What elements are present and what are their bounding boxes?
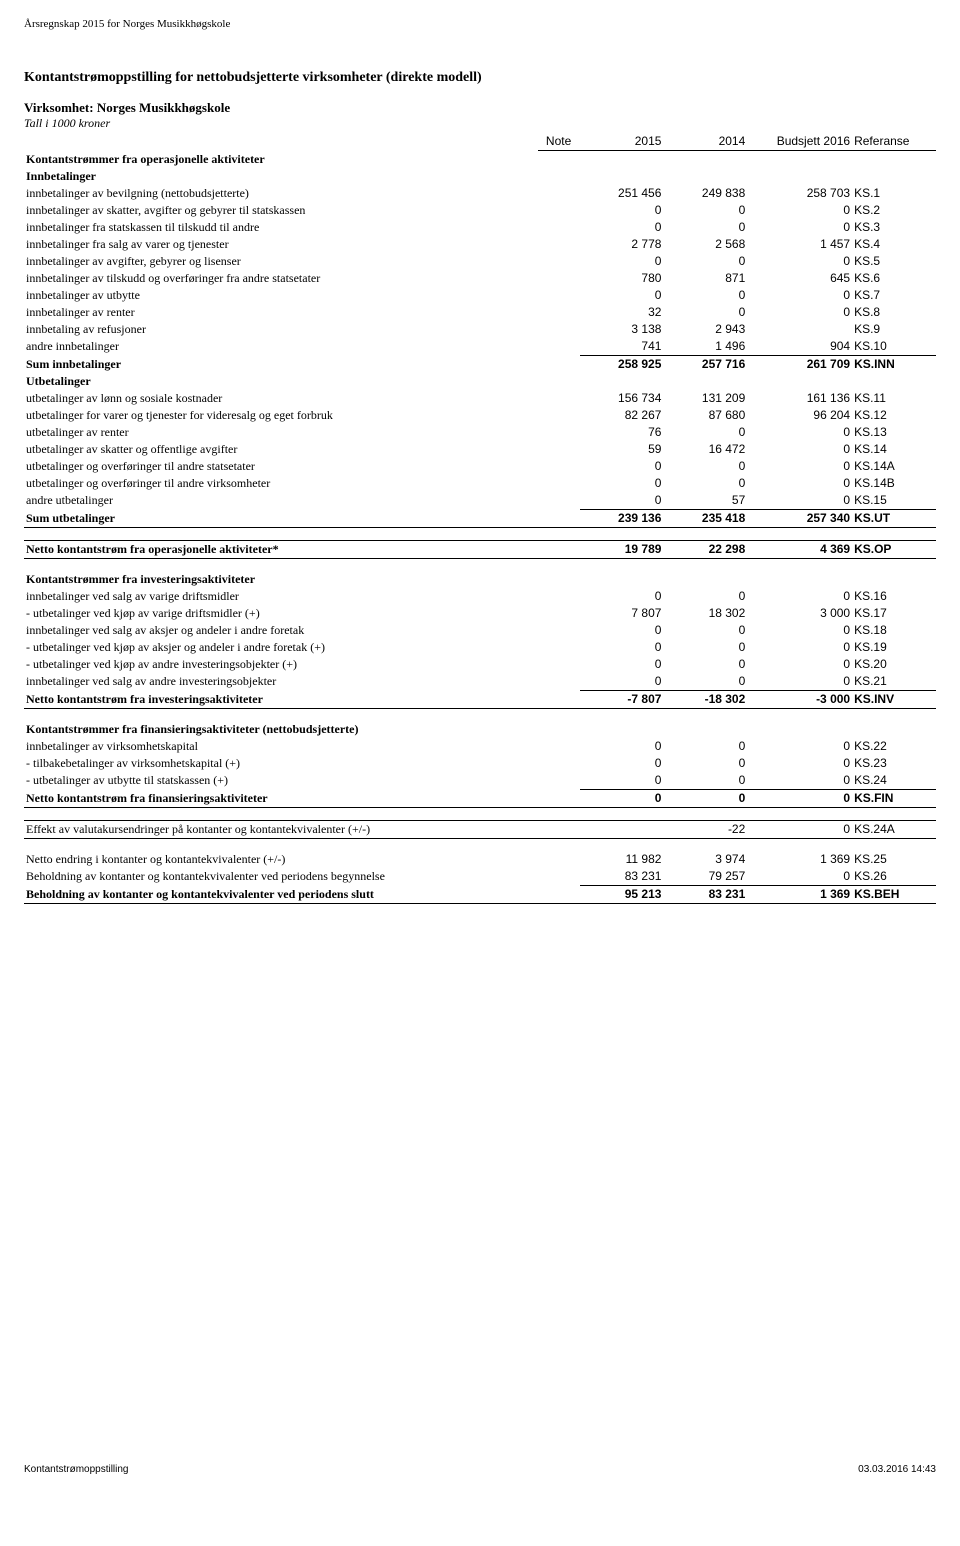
- table-row: innbetalinger fra statskassen til tilsku…: [24, 219, 936, 236]
- table-row: - utbetalinger ved kjøp av aksjer og and…: [24, 639, 936, 656]
- table-row: utbetalinger og overføringer til andre s…: [24, 458, 936, 475]
- table-row: utbetalinger av lønn og sosiale kostnade…: [24, 390, 936, 407]
- sum-utbetalinger: Sum utbetalinger 239 136 235 418 257 340…: [24, 509, 936, 527]
- table-row: innbetalinger av skatter, avgifter og ge…: [24, 202, 936, 219]
- table-row: innbetalinger av avgifter, gebyrer og li…: [24, 253, 936, 270]
- closing-balance: Beholdning av kontanter og kontantekviva…: [24, 885, 936, 903]
- table-row: andre innbetalinger7411 496904KS.10: [24, 338, 936, 356]
- col-2014: 2014: [663, 133, 747, 151]
- table-row: innbetalinger av virksomhetskapital000KS…: [24, 738, 936, 755]
- page-footer: Kontantstrømoppstilling 03.03.2016 14:43: [24, 1464, 936, 1475]
- table-row: innbetalinger ved salg av aksjer og ande…: [24, 622, 936, 639]
- table-row: utbetalinger for varer og tjenester for …: [24, 407, 936, 424]
- cashflow-table: Note 2015 2014 Budsjett 2016 Referanse K…: [24, 133, 936, 904]
- table-row: innbetalinger fra salg av varer og tjene…: [24, 236, 936, 253]
- table-row: utbetalinger av renter7600KS.13: [24, 424, 936, 441]
- section-investing: Kontantstrømmer fra investeringsaktivite…: [24, 571, 936, 588]
- table-row: - utbetalinger ved kjøp av andre investe…: [24, 656, 936, 673]
- page-title: Kontantstrømoppstilling for nettobudsjet…: [24, 70, 936, 86]
- net-operating: Netto kontantstrøm fra operasjonelle akt…: [24, 540, 936, 558]
- table-row: innbetalinger av tilskudd og overføringe…: [24, 270, 936, 287]
- table-row: Beholdning av kontanter og kontantekviva…: [24, 868, 936, 886]
- col-budget: Budsjett 2016: [747, 133, 852, 151]
- table-row: utbetalinger og overføringer til andre v…: [24, 475, 936, 492]
- table-row: - utbetalinger av utbytte til statskasse…: [24, 772, 936, 790]
- column-header-row: Note 2015 2014 Budsjett 2016 Referanse: [24, 133, 936, 151]
- table-row: innbetalinger ved salg av varige driftsm…: [24, 588, 936, 605]
- table-row: innbetaling av refusjoner3 1382 943KS.9: [24, 321, 936, 338]
- footer-left: Kontantstrømoppstilling: [24, 1464, 129, 1475]
- org-line: Virksomhet: Norges Musikkhøgskole: [24, 100, 936, 116]
- table-row: - utbetalinger ved kjøp av varige drifts…: [24, 605, 936, 622]
- footer-right: 03.03.2016 14:43: [858, 1464, 936, 1475]
- table-row: innbetalinger av renter3200KS.8: [24, 304, 936, 321]
- subheading-innbetalinger: Innbetalinger: [24, 168, 936, 185]
- table-row: innbetalinger av utbytte000KS.7: [24, 287, 936, 304]
- fx-effect-row: Effekt av valutakursendringer på kontant…: [24, 820, 936, 838]
- col-2015: 2015: [580, 133, 664, 151]
- table-row: andre utbetalinger0570KS.15: [24, 492, 936, 510]
- table-row: - tilbakebetalinger av virksomhetskapita…: [24, 755, 936, 772]
- section-operating: Kontantstrømmer fra operasjonelle aktivi…: [24, 151, 936, 168]
- table-row: utbetalinger av skatter og offentlige av…: [24, 441, 936, 458]
- section-financing: Kontantstrømmer fra finansieringsaktivit…: [24, 721, 936, 738]
- sum-innbetalinger: Sum innbetalinger 258 925 257 716 261 70…: [24, 355, 936, 373]
- document-header: Årsregnskap 2015 for Norges Musikkhøgsko…: [24, 18, 936, 30]
- col-note: Note: [538, 133, 580, 151]
- table-row: innbetalinger av bevilgning (nettobudsje…: [24, 185, 936, 202]
- col-ref: Referanse: [852, 133, 936, 151]
- subheading-utbetalinger: Utbetalinger: [24, 373, 936, 390]
- net-financing: Netto kontantstrøm fra finansieringsakti…: [24, 789, 936, 807]
- table-row: Netto endring i kontanter og kontantekvi…: [24, 851, 936, 868]
- net-investing: Netto kontantstrøm fra investeringsaktiv…: [24, 690, 936, 708]
- unit-line: Tall i 1000 kroner: [24, 116, 936, 131]
- table-row: innbetalinger ved salg av andre invester…: [24, 673, 936, 691]
